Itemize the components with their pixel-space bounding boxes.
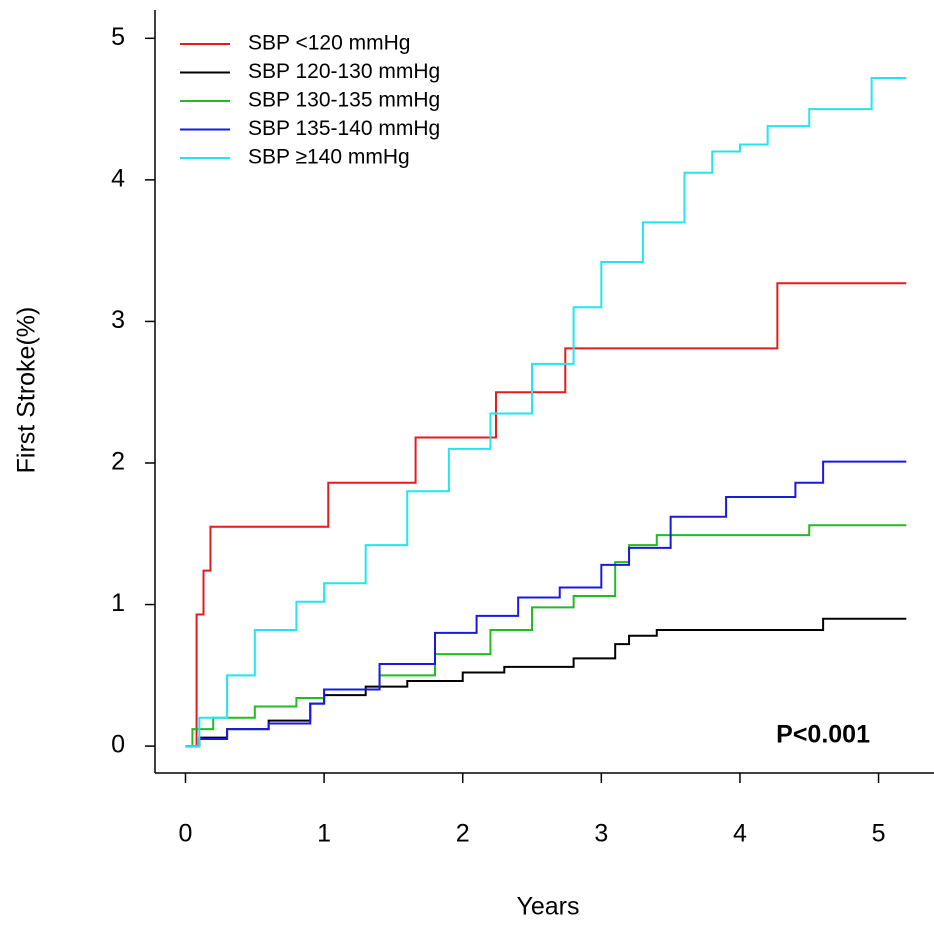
legend-label: SBP 120-130 mmHg	[248, 60, 440, 83]
legend-label: SBP 130-135 mmHg	[248, 89, 440, 112]
legend-label: SBP ≥140 mmHg	[248, 146, 410, 169]
legend-label: SBP <120 mmHg	[248, 32, 410, 55]
y-tick-label: 2	[111, 448, 125, 476]
series-line	[185, 282, 907, 748]
x-tick-label: 5	[872, 820, 886, 848]
y-tick-label: 3	[111, 306, 125, 334]
x-tick-label: 2	[456, 820, 470, 848]
y-tick-label: 5	[111, 23, 125, 51]
series-line	[185, 76, 907, 748]
x-tick-label: 1	[317, 820, 331, 848]
series-line	[185, 460, 907, 748]
x-axis-label: Years	[516, 893, 579, 921]
y-tick-label: 1	[111, 589, 125, 617]
legend-label: SBP 135-140 mmHg	[248, 117, 440, 140]
y-axis-label: First Stroke(%)	[13, 307, 41, 474]
x-tick-label: 0	[179, 820, 193, 848]
annotation: P<0.001	[776, 721, 870, 749]
series-line	[185, 524, 907, 748]
x-tick-label: 4	[733, 820, 747, 848]
x-tick-label: 3	[594, 820, 608, 848]
y-tick-label: 4	[111, 164, 125, 192]
y-tick-label: 0	[111, 731, 125, 759]
